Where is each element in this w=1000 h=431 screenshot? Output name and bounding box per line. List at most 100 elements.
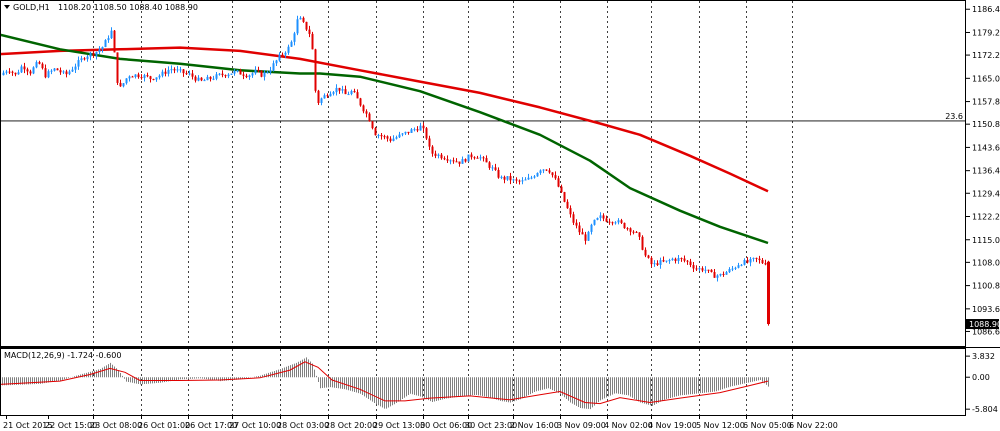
candle-bull [2, 72, 5, 76]
candle-bull [68, 71, 71, 75]
time-label: 29 Oct 13:00 [373, 421, 425, 430]
candle-bull [293, 33, 296, 42]
candle-bear [455, 161, 458, 163]
candle-bear [464, 159, 467, 162]
macd-indicator [0, 357, 769, 410]
candle-bear [353, 91, 356, 93]
candle-bear [344, 89, 347, 95]
candle-bull [587, 231, 590, 241]
candle-bull [290, 41, 293, 47]
candle-bear [683, 258, 686, 261]
candle-bull [95, 51, 98, 56]
candle-bear [713, 272, 716, 278]
candle-bear [200, 77, 203, 81]
candle-bull [743, 259, 746, 265]
candle-bear [113, 30, 116, 53]
candle-bull [404, 131, 407, 134]
candle-bear [575, 222, 578, 226]
candle-bear [362, 105, 365, 112]
candle-bull [263, 72, 266, 77]
macd-label: MACD(12,26,9) -1.724 -0.600 [4, 351, 121, 360]
time-label: 6 Nov 05:00 [743, 421, 792, 430]
candle-bear [242, 74, 245, 76]
candle-bull [752, 257, 755, 259]
candle-bull [479, 157, 482, 159]
candle-bull [215, 74, 218, 79]
candle-bull [272, 63, 275, 71]
candle-bull [350, 91, 353, 95]
macd-signal-line [0, 361, 769, 405]
candle-bull [227, 74, 230, 77]
candle-bull [527, 177, 530, 180]
time-label: 21 Oct 2015 [3, 421, 52, 430]
candle-bear [209, 76, 212, 79]
candle-bear [119, 82, 122, 87]
candle-bull [71, 69, 74, 72]
candle-bull [161, 71, 164, 76]
candle-bear [359, 98, 362, 106]
candle-bull [530, 177, 533, 179]
candle-bull [332, 92, 335, 94]
candle-bull [392, 138, 395, 141]
candle-bull [461, 159, 464, 164]
candle-bull [593, 219, 596, 225]
candle-bull [449, 160, 452, 162]
candle-bull [134, 74, 137, 77]
candle-bull [32, 67, 35, 74]
candle-bear [92, 52, 95, 56]
candle-bear [638, 232, 641, 237]
candle-bear [431, 146, 434, 154]
candle-bear [59, 70, 62, 73]
symbol-dropdown-arrow-icon[interactable] [4, 5, 10, 9]
candle-bear [221, 73, 224, 76]
ohlc-values: 1108.20 1108.50 1088.40 1088.90 [58, 3, 198, 12]
candle-bear [185, 73, 188, 75]
candle-bull [395, 137, 398, 139]
candle-bear [281, 54, 284, 56]
candle-bear [545, 169, 548, 171]
candle-bear [428, 138, 431, 147]
candle-bear [182, 69, 185, 74]
candle-bull [740, 264, 743, 266]
time-label: 26 Oct 01:00 [138, 421, 190, 430]
candle-bear [41, 63, 44, 69]
candle-bear [317, 90, 320, 103]
candle-bull [677, 258, 680, 261]
candle-bear [692, 265, 695, 269]
candle-bull [734, 267, 737, 269]
candle-bear [14, 72, 17, 75]
candle-bear [191, 73, 194, 77]
candle-bear [635, 231, 638, 233]
candle-bull [104, 40, 107, 48]
candle-bull [251, 73, 254, 76]
candle-bear [605, 218, 608, 222]
candle-bear [518, 180, 521, 182]
candle-bull [176, 69, 179, 71]
candle-bear [407, 131, 410, 133]
candle-bear [710, 269, 713, 273]
candle-bear [764, 263, 767, 265]
candle-bear [473, 157, 476, 159]
candle-bear [560, 186, 563, 193]
candle-bear [386, 136, 389, 139]
candle-bull [170, 69, 173, 71]
candle-bear [503, 176, 506, 180]
candle-bear [569, 208, 572, 215]
candle-bear [440, 154, 443, 159]
candle-bull [74, 66, 77, 70]
price-label: 1186.40 [972, 5, 1000, 14]
price-label: 1150.80 [972, 120, 1000, 129]
candle-bull [506, 176, 509, 180]
fib-level[interactable]: 23.6 [0, 112, 965, 122]
candle-bull [614, 222, 617, 224]
candle-bear [140, 77, 143, 79]
candle-bear [245, 75, 248, 78]
candle-bull [698, 268, 701, 270]
candle-bull [413, 129, 416, 131]
candle-bear [578, 225, 581, 233]
candle-bear [581, 232, 584, 235]
candle-bull [704, 269, 707, 271]
candle-bear [446, 159, 449, 161]
